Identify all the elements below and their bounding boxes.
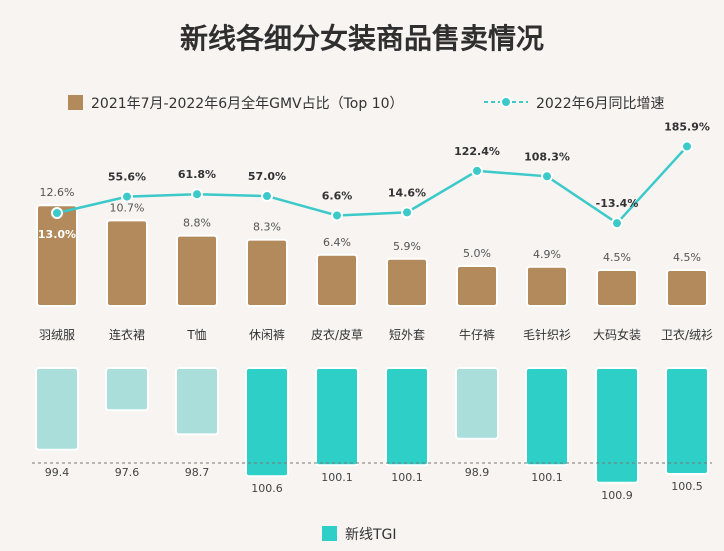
- gmv-value-label: 4.5%: [603, 251, 631, 264]
- gmv-bar: [456, 265, 498, 307]
- category-label: 大码女装: [593, 327, 641, 342]
- category-label: 短外套: [389, 328, 425, 342]
- legend-growth-marker: [500, 96, 512, 108]
- tgi-value-label: 98.7: [185, 466, 210, 479]
- tgi-bar: [525, 367, 569, 467]
- tgi-bar: [455, 367, 499, 440]
- gmv-value-label: 5.9%: [393, 240, 421, 253]
- category-label: 羽绒服: [39, 328, 75, 342]
- growth-point: [401, 206, 413, 219]
- tgi-bar: [315, 367, 359, 467]
- growth-point: [541, 170, 553, 183]
- tgi-bar: [105, 367, 149, 412]
- growth-value-label: 61.8%: [178, 168, 216, 181]
- legend-growth-label: 2022年6月同比增速: [536, 96, 665, 112]
- tgi-value-label: 100.5: [671, 480, 703, 493]
- growth-point: [331, 209, 343, 222]
- growth-value-label: 122.4%: [454, 145, 500, 158]
- legend-tgi-label: 新线TGI: [345, 527, 397, 543]
- growth-value-label: 13.0%: [38, 228, 76, 241]
- tgi-value-label: 100.1: [321, 471, 353, 484]
- growth-point: [611, 217, 623, 230]
- growth-value-label: 185.9%: [664, 120, 710, 133]
- category-label: 休闲裤: [249, 328, 285, 342]
- tgi-bar: [245, 367, 289, 478]
- legend-tgi-swatch: [322, 526, 337, 541]
- tgi-bar: [665, 367, 709, 475]
- growth-value-label: -13.4%: [596, 197, 639, 210]
- gmv-bar: [666, 269, 708, 307]
- legend-gmv-label: 2021年7月-2022年6月全年GMV占比（Top 10）: [91, 95, 404, 112]
- category-label: 毛针织衫: [523, 327, 571, 342]
- gmv-bar: [176, 234, 218, 308]
- tgi-value-label: 99.4: [45, 466, 70, 479]
- category-label: 牛仔裤: [459, 327, 495, 342]
- growth-value-label: 57.0%: [248, 170, 286, 183]
- gmv-value-label: 12.6%: [40, 186, 75, 199]
- growth-value-label: 108.3%: [524, 150, 570, 163]
- tgi-bar: [175, 367, 219, 436]
- growth-point: [681, 140, 693, 153]
- tgi-value-label: 100.6: [251, 482, 283, 495]
- tgi-value-label: 100.9: [601, 489, 633, 502]
- growth-point: [471, 164, 483, 177]
- category-label: 卫衣/绒衫: [661, 327, 713, 342]
- gmv-value-label: 6.4%: [323, 236, 351, 249]
- category-label: T恤: [186, 328, 206, 342]
- gmv-bar: [526, 265, 568, 307]
- gmv-value-label: 10.7%: [110, 201, 145, 214]
- growth-value-label: 55.6%: [108, 171, 146, 184]
- legend-gmv-swatch: [68, 95, 83, 110]
- growth-series-line: [56, 145, 688, 225]
- growth-point: [121, 190, 133, 203]
- tgi-bar: [35, 367, 79, 451]
- gmv-value-label: 4.9%: [533, 248, 561, 261]
- category-label: 连衣裙: [109, 327, 145, 342]
- tgi-value-label: 100.1: [531, 471, 563, 484]
- tgi-value-label: 97.6: [115, 466, 140, 479]
- chart-title: 新线各细分女装商品售卖情况: [180, 22, 544, 55]
- gmv-bar: [386, 257, 428, 307]
- gmv-bar: [316, 253, 358, 308]
- category-label: 皮衣/皮草: [311, 327, 363, 342]
- gmv-value-label: 5.0%: [463, 247, 491, 260]
- growth-point: [51, 207, 63, 219]
- gmv-bar: [106, 219, 148, 307]
- tgi-value-label: 98.9: [465, 466, 490, 479]
- growth-value-label: 6.6%: [322, 189, 353, 202]
- tgi-bar: [595, 367, 639, 484]
- gmv-bar: [36, 204, 78, 307]
- gmv-bar: [246, 238, 288, 308]
- gmv-value-label: 8.3%: [253, 221, 281, 234]
- growth-point: [261, 190, 273, 203]
- gmv-bar: [596, 269, 638, 307]
- gmv-value-label: 4.5%: [673, 251, 701, 264]
- gmv-value-label: 8.8%: [183, 217, 211, 230]
- growth-point: [191, 188, 203, 201]
- tgi-bar: [385, 367, 429, 467]
- growth-value-label: 14.6%: [388, 186, 426, 199]
- tgi-value-label: 100.1: [391, 471, 423, 484]
